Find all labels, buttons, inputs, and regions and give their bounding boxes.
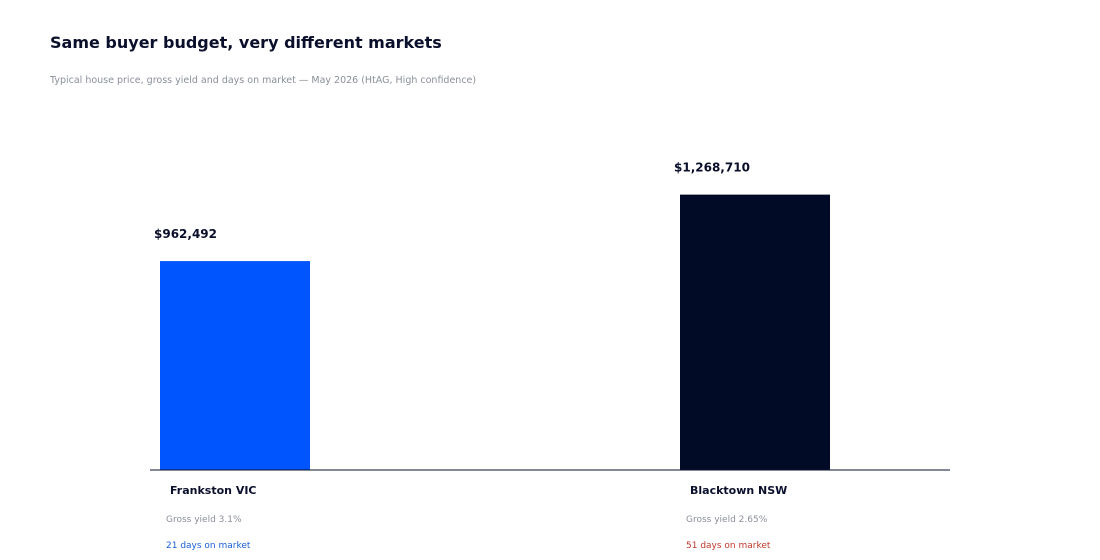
days-on-market-label-frankston-vic: 21 days on market (166, 541, 251, 551)
value-label-blacktown-nsw: $1,268,710 (674, 161, 750, 175)
bars-layer (160, 194, 830, 470)
chart-subtitle: Typical house price, gross yield and day… (50, 75, 477, 86)
category-label-blacktown-nsw: Blacktown NSW (690, 484, 787, 497)
value-label-frankston-vic: $962,492 (154, 227, 217, 241)
labels-layer: $962,492 Frankston VIC Gross yield 3.1% 21 … (154, 161, 787, 551)
days-on-market-label-blacktown-nsw: 51 days on market (686, 541, 771, 551)
bar-blacktown-nsw (680, 194, 830, 470)
gross-yield-label-blacktown-nsw: Gross yield 2.65% (686, 515, 768, 525)
chart-title: Same buyer budget, very different market… (50, 33, 442, 52)
gross-yield-label-frankston-vic: Gross yield 3.1% (166, 515, 242, 525)
bar-frankston-vic (160, 261, 310, 470)
category-label-frankston-vic: Frankston VIC (170, 484, 257, 497)
